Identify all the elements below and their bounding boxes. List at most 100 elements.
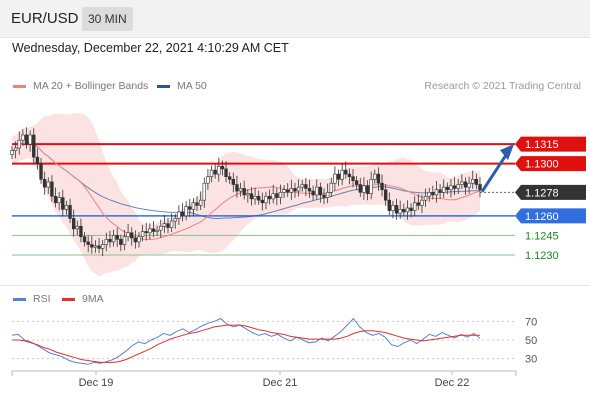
candle-up xyxy=(10,150,14,155)
candle-down xyxy=(235,184,239,192)
candle xyxy=(82,232,87,247)
candle xyxy=(39,158,43,184)
candle xyxy=(21,129,25,146)
candle xyxy=(86,235,90,253)
candle-down xyxy=(53,195,58,204)
candle-up xyxy=(206,176,210,184)
level-tag-resistance xyxy=(515,136,586,152)
level-label: 1.1278 xyxy=(525,187,559,199)
candle xyxy=(42,171,47,195)
candle xyxy=(452,177,457,196)
candle-up xyxy=(104,239,109,245)
candle-up xyxy=(17,139,21,149)
candle-up xyxy=(140,231,145,237)
candle-down xyxy=(431,192,435,196)
candle xyxy=(438,184,442,199)
legend-rsi: RSI xyxy=(13,293,51,305)
candle xyxy=(122,230,127,251)
candle-down xyxy=(256,195,261,201)
candle-down xyxy=(293,188,297,192)
candle xyxy=(24,127,29,149)
candle xyxy=(380,174,384,197)
candle xyxy=(227,172,232,184)
candle-up xyxy=(449,185,453,191)
candle xyxy=(362,177,366,201)
candle-up xyxy=(202,182,206,201)
candle-down xyxy=(351,176,355,181)
candle-down xyxy=(82,236,87,243)
candle-down xyxy=(387,199,392,211)
legend-ma20: MA 20 + Bollinger Bands xyxy=(13,80,148,92)
candle xyxy=(460,174,464,190)
candle-down xyxy=(347,173,352,177)
candle xyxy=(217,157,221,182)
ma50-swatch xyxy=(157,84,170,88)
candle xyxy=(206,169,210,190)
candle-down xyxy=(242,188,246,196)
candle xyxy=(133,230,138,249)
candle xyxy=(296,179,301,197)
time-tick-label: Dec 21 xyxy=(263,377,298,389)
candle-up xyxy=(333,173,337,184)
level-label: 1.1315 xyxy=(525,139,559,151)
candle xyxy=(195,196,199,211)
rsi-tick-label: 70 xyxy=(525,316,537,328)
candle xyxy=(231,172,236,193)
candle xyxy=(71,209,76,237)
candle-down xyxy=(463,181,468,188)
ma20-swatch xyxy=(13,84,26,88)
candle-down xyxy=(86,241,90,245)
candle xyxy=(188,199,192,217)
candle xyxy=(412,196,417,217)
candle xyxy=(155,225,159,237)
candle-up xyxy=(467,182,471,188)
candle xyxy=(289,179,294,201)
candle-down xyxy=(267,195,272,200)
candle xyxy=(307,179,312,198)
candle xyxy=(126,224,130,242)
legend-rsi-label: RSI xyxy=(33,293,51,305)
candle xyxy=(278,184,283,205)
credit-text: Research © 2021 Trading Central xyxy=(424,80,581,92)
candle xyxy=(423,188,428,207)
candle xyxy=(351,169,355,188)
candle-down xyxy=(318,186,323,196)
forecast-arrow-layer xyxy=(480,144,514,193)
candle xyxy=(416,194,421,210)
candle-down xyxy=(231,179,236,185)
candle xyxy=(130,227,134,246)
candle-up xyxy=(173,218,177,222)
candle xyxy=(17,131,21,155)
candle-up xyxy=(412,202,417,211)
candle-up xyxy=(340,169,344,180)
candle-down xyxy=(32,134,36,158)
candle-down xyxy=(213,169,217,175)
candle xyxy=(275,188,279,206)
candle-down xyxy=(344,169,348,175)
candle xyxy=(256,190,261,205)
bollinger-band xyxy=(12,112,480,277)
candle-up xyxy=(442,186,446,193)
candle-down xyxy=(474,179,479,185)
candle xyxy=(431,185,435,200)
candle-up xyxy=(209,169,214,177)
candle xyxy=(300,179,304,192)
legend-ma50: MA 50 xyxy=(157,80,207,92)
candle xyxy=(90,235,94,254)
candle xyxy=(137,232,141,248)
candle-down xyxy=(478,184,482,191)
candle xyxy=(180,203,185,222)
candle xyxy=(159,219,163,238)
candle xyxy=(369,171,373,200)
candle xyxy=(68,198,72,223)
rsi-line xyxy=(11,317,481,365)
candle xyxy=(53,187,58,208)
timeframe-button[interactable]: 30 MIN xyxy=(82,7,133,31)
candle xyxy=(409,203,413,218)
panel-divider xyxy=(0,285,590,286)
candle-down xyxy=(133,237,138,243)
candle xyxy=(75,220,80,236)
candle xyxy=(264,191,268,210)
candle xyxy=(340,163,344,185)
candle-up xyxy=(456,184,460,189)
